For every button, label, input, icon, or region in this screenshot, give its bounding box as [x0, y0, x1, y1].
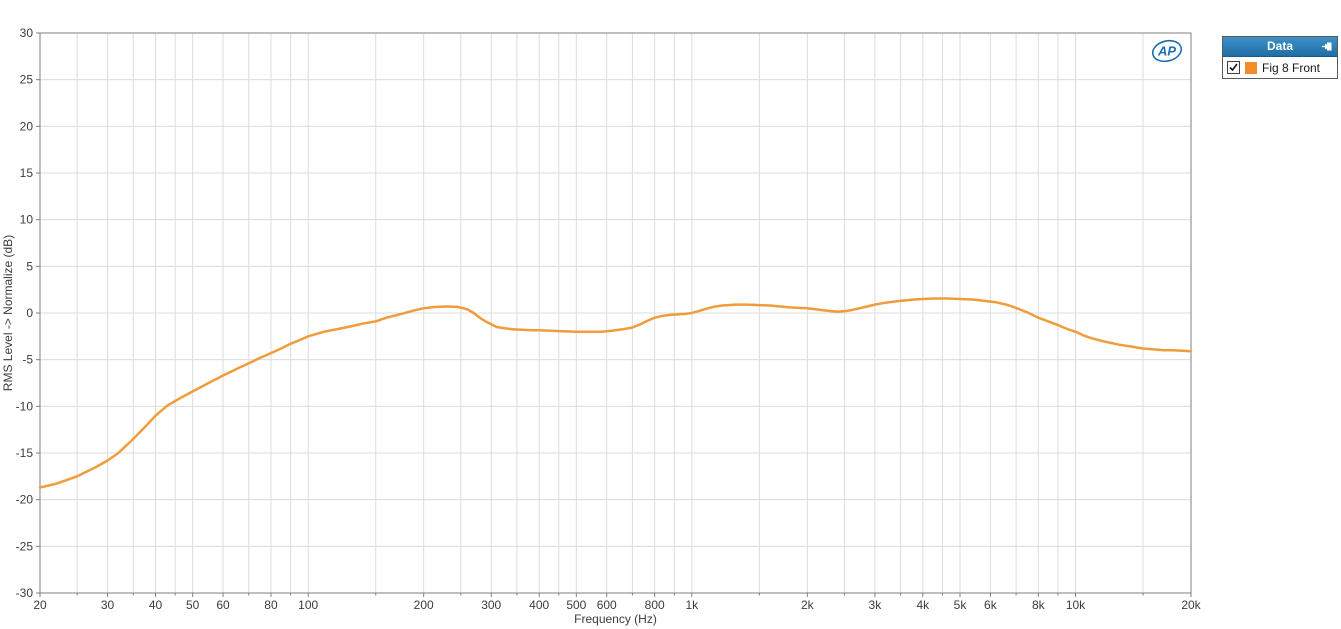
y-tick-label: -5 [22, 353, 33, 367]
x-tick-label: 200 [414, 598, 434, 612]
x-tick-label: 100 [298, 598, 318, 612]
y-axis-title: RMS Level -> Normalize (dB) [1, 235, 15, 391]
x-axis-title: Frequency (Hz) [574, 612, 657, 626]
x-tick-label: 6k [984, 598, 998, 612]
y-tick-label: 10 [20, 213, 34, 227]
x-tick-label: 400 [529, 598, 549, 612]
x-tick-label: 500 [566, 598, 586, 612]
axis-titles: Frequency (Hz) RMS Level -> Normalize (dB… [1, 235, 657, 626]
ap-logo-text: AP [1157, 44, 1176, 59]
x-tick-label: 800 [645, 598, 665, 612]
x-tick-label: 300 [481, 598, 501, 612]
x-tick-label: 600 [597, 598, 617, 612]
x-tick-label: 1k [685, 598, 699, 612]
x-tick-label: 40 [149, 598, 163, 612]
series-curve [38, 297, 1193, 489]
x-tick-label: 20 [33, 598, 47, 612]
legend-checkbox[interactable] [1227, 61, 1240, 74]
x-tick-label: 80 [264, 598, 278, 612]
x-tick-label: 3k [869, 598, 883, 612]
y-tick-label: 20 [20, 119, 34, 133]
series-label: Fig 8 Front [1262, 60, 1321, 75]
x-tick-label: 50 [186, 598, 200, 612]
y-tick-label: -30 [16, 586, 34, 600]
y-tick-label: -10 [16, 399, 34, 413]
x-tick-label: 8k [1032, 598, 1046, 612]
y-tick-label: 25 [20, 73, 34, 87]
axis-labels: 20 30 40 50 60 80 100 200 300 400 500 600 800 1k 2k 3k 4… [16, 26, 1202, 612]
ap-logo: AP [1151, 39, 1183, 63]
y-tick-label: -15 [16, 446, 34, 460]
y-tick-label: 5 [26, 259, 33, 273]
y-tick-label: 15 [20, 166, 34, 180]
x-tick-label: 2k [801, 598, 815, 612]
pin-icon[interactable] [1320, 40, 1334, 53]
x-tick-label: 5k [954, 598, 968, 612]
y-tick-label: 0 [26, 306, 33, 320]
data-panel: Data Fig 8 Front [1222, 36, 1338, 79]
legend-item-fig8front[interactable]: Fig 8 Front [1223, 57, 1337, 78]
x-tick-label: 20k [1181, 598, 1201, 612]
axis-ticks [36, 32, 1192, 597]
frequency-response-chart[interactable]: 20 30 40 50 60 80 100 200 300 400 500 600 800 1k 2k 3k 4… [0, 0, 1212, 629]
data-panel-header: Data [1223, 37, 1337, 57]
series-color-swatch [1245, 61, 1257, 74]
x-tick-label: 30 [101, 598, 115, 612]
x-tick-label: 60 [216, 598, 230, 612]
y-tick-label: -25 [16, 539, 34, 553]
data-panel-title: Data [1266, 39, 1293, 53]
response-curve [38, 297, 1193, 489]
x-tick-label: 10k [1066, 598, 1086, 612]
y-tick-label: -20 [16, 493, 34, 507]
y-tick-label: 30 [20, 26, 34, 40]
gridlines [40, 33, 1191, 593]
x-tick-label: 4k [916, 598, 930, 612]
